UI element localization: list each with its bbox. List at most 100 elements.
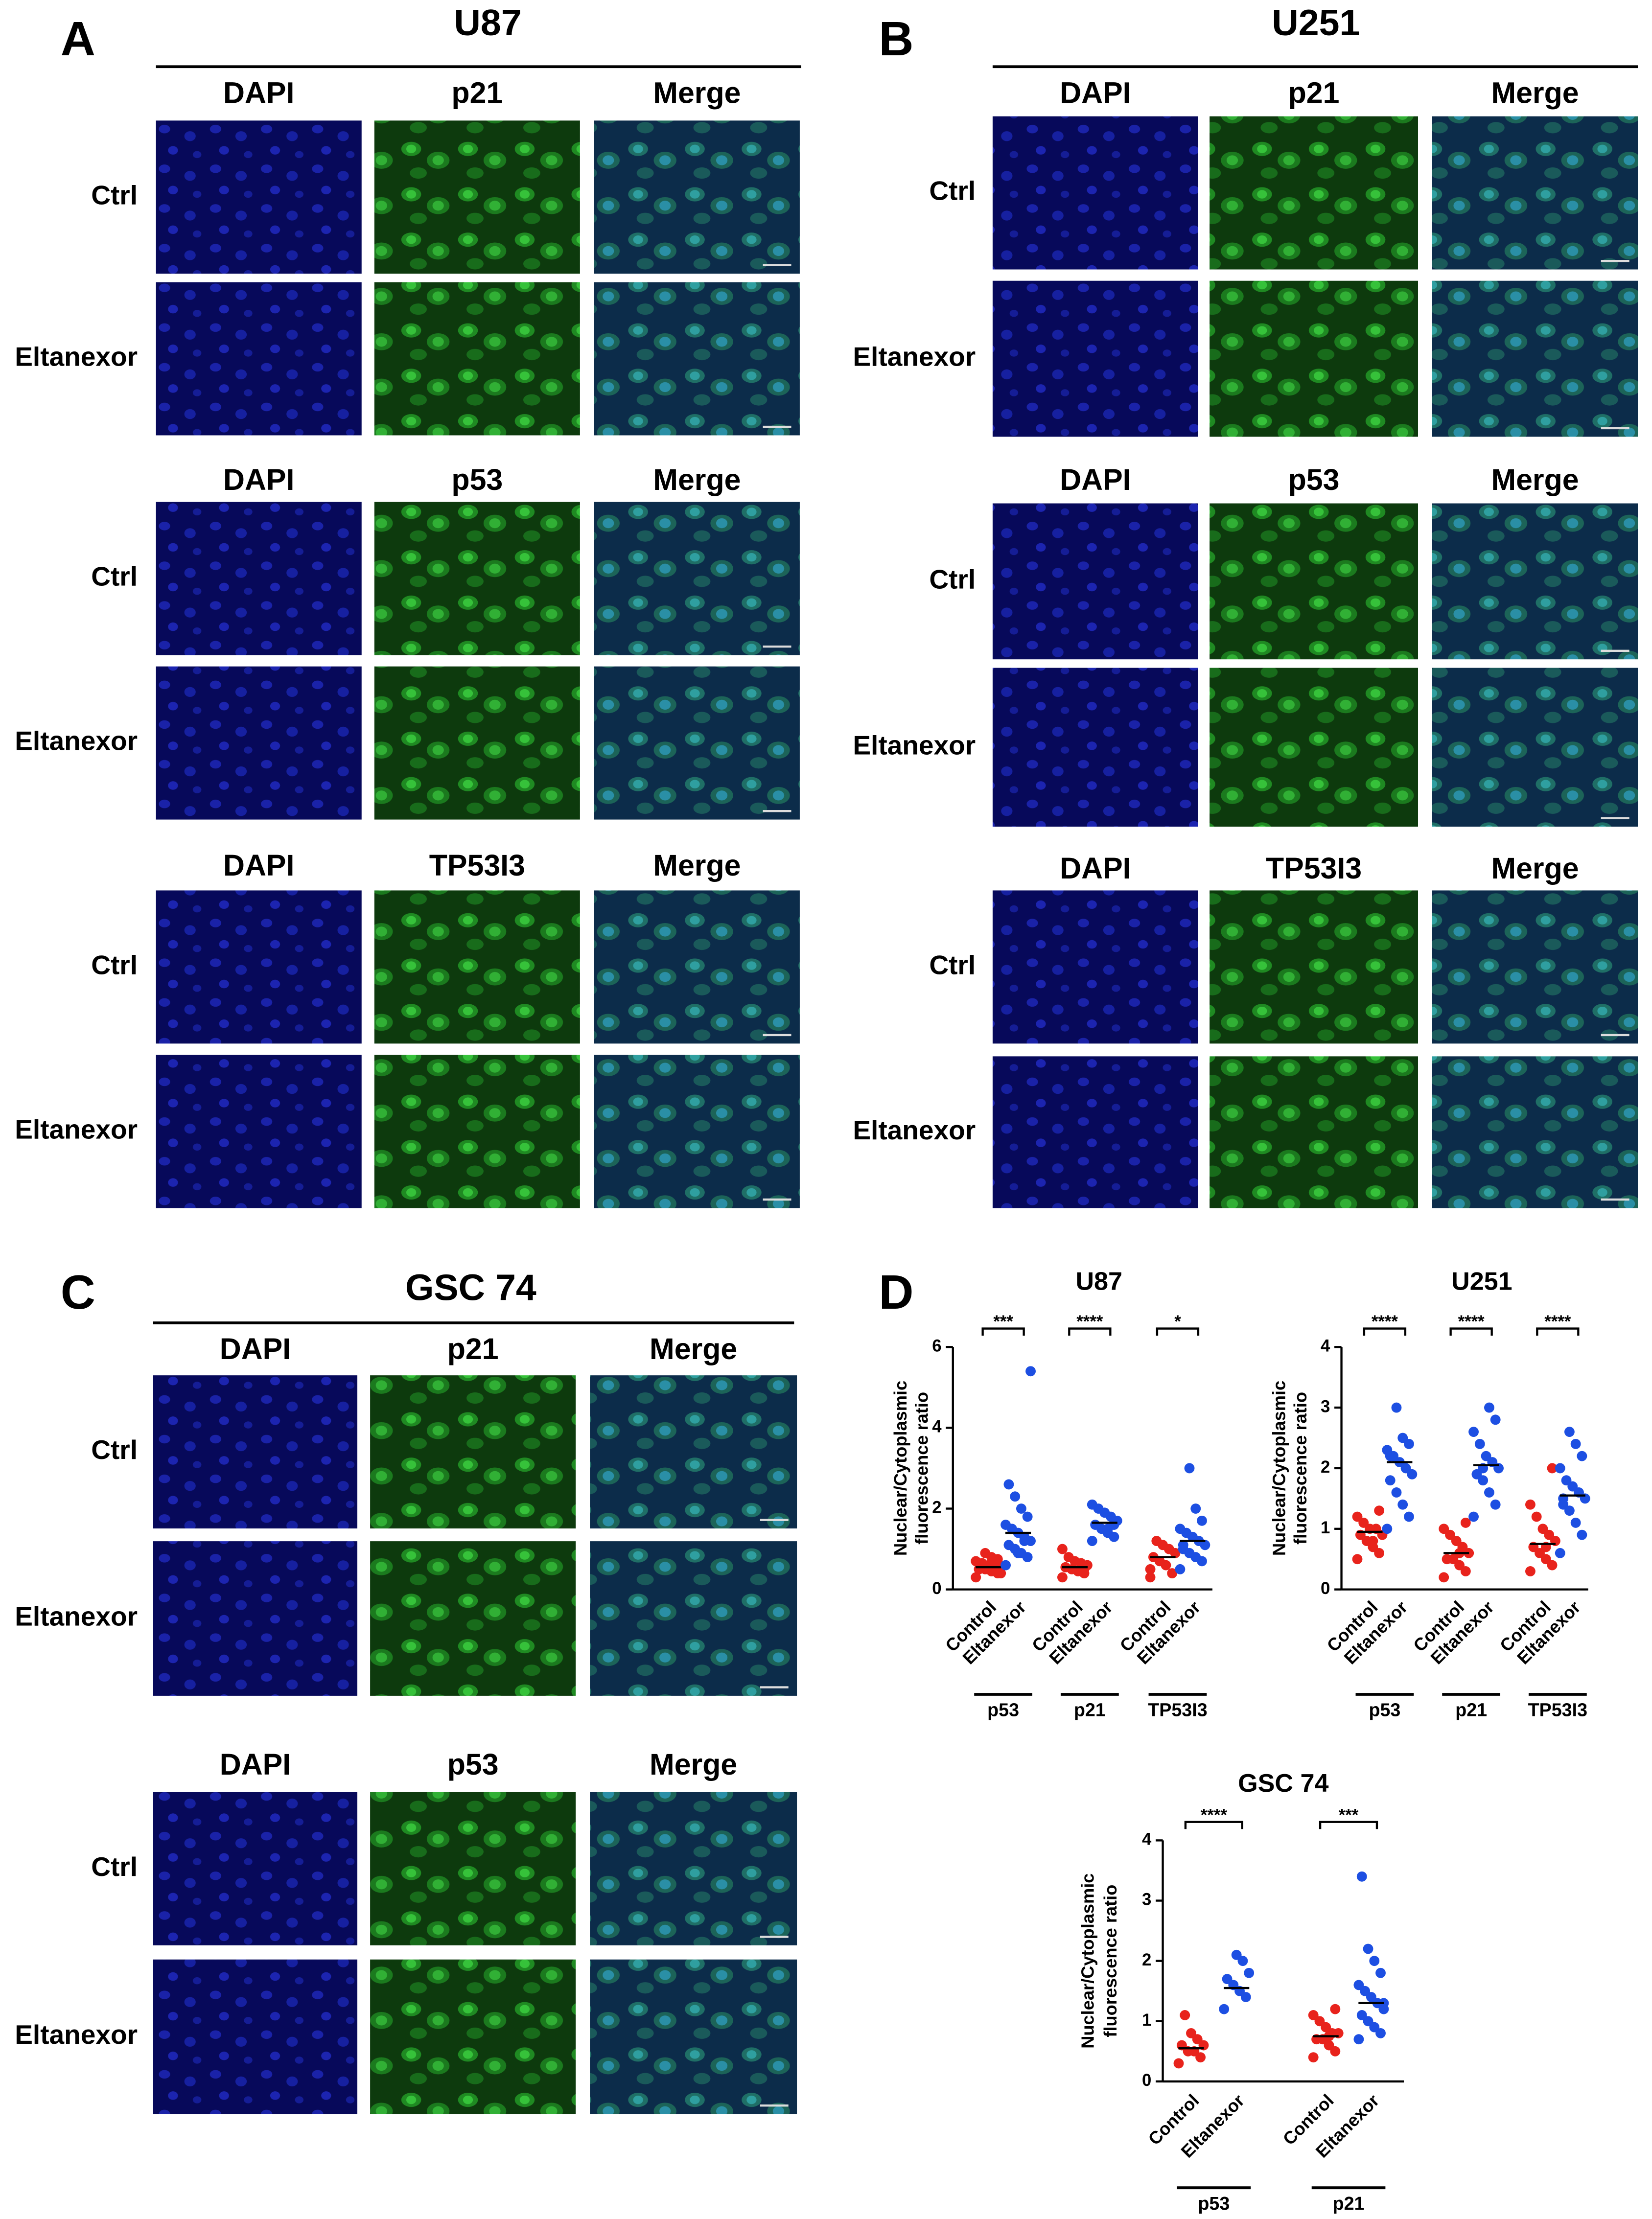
row-label: Eltanexor: [15, 726, 138, 756]
data-point: [1468, 1511, 1479, 1522]
y-tick-label: 0: [932, 1579, 941, 1598]
micrograph: [1432, 668, 1638, 827]
data-point: [1222, 1974, 1233, 1985]
chart-title: GSC 74: [1238, 1769, 1328, 1798]
data-point: [1525, 1566, 1536, 1576]
data-point: [1057, 1572, 1068, 1583]
data-point: [1442, 1554, 1452, 1565]
data-point: [1356, 1871, 1367, 1882]
row-label: Eltanexor: [15, 342, 138, 372]
significance-bracket: [1068, 1327, 1112, 1336]
data-point: [1019, 1536, 1030, 1546]
panel-letter: C: [61, 1265, 95, 1319]
row-label: Ctrl: [929, 176, 976, 206]
micrograph: [1210, 503, 1418, 660]
channel-header: Merge: [650, 1748, 737, 1781]
channel-header: Merge: [653, 463, 741, 496]
chart-title: U251: [1451, 1268, 1512, 1296]
micrograph: [992, 1056, 1198, 1208]
significance-bracket: [1449, 1327, 1493, 1336]
micrograph: [590, 1792, 797, 1945]
micrograph: [1210, 668, 1418, 827]
data-point: [1087, 1536, 1097, 1546]
panel-letter: A: [61, 12, 95, 66]
data-point: [1190, 1503, 1201, 1514]
micrograph: [374, 282, 580, 436]
micrograph: [374, 120, 580, 274]
row-label: Ctrl: [929, 564, 976, 594]
y-axis-label: fluorescence ratio: [912, 1392, 932, 1545]
micrograph: [156, 666, 362, 820]
data-point: [1570, 1438, 1581, 1449]
data-point: [1013, 1548, 1024, 1558]
data-point: [1577, 1529, 1587, 1540]
micrograph: [590, 1375, 797, 1529]
row-label: Ctrl: [91, 561, 138, 592]
channel-header: DAPI: [1060, 76, 1131, 109]
micrograph: [1210, 1056, 1418, 1208]
data-point: [1184, 1463, 1195, 1474]
channel-header: p53: [447, 1748, 499, 1781]
data-point: [1468, 1427, 1479, 1437]
group-label: p53: [987, 1700, 1019, 1720]
y-tick-label: 0: [1142, 2071, 1151, 2090]
micrograph: [1432, 503, 1638, 660]
micrograph: [992, 116, 1198, 270]
channel-header: Merge: [1491, 76, 1579, 109]
y-axis-label: fluorescence ratio: [1100, 1885, 1120, 2037]
data-point: [974, 1564, 984, 1574]
y-tick-label: 4: [932, 1418, 942, 1436]
micrograph: [590, 1541, 797, 1696]
y-tick-label: 2: [1321, 1458, 1330, 1477]
significance-bracket: [1363, 1327, 1407, 1336]
data-point: [1474, 1438, 1485, 1449]
data-point: [1439, 1524, 1449, 1534]
micrograph: [1432, 1056, 1638, 1208]
significance-label: ****: [1458, 1313, 1485, 1331]
row-label: Eltanexor: [853, 730, 976, 760]
data-point: [1374, 1505, 1385, 1516]
micrograph: [590, 1959, 797, 2114]
row-label: Ctrl: [91, 1434, 138, 1465]
y-tick-label: 3: [1321, 1397, 1330, 1416]
row-label: Ctrl: [91, 180, 138, 210]
data-point: [1353, 1980, 1364, 1990]
data-point: [1537, 1524, 1548, 1534]
micrograph: [156, 1055, 362, 1208]
micrograph: [156, 282, 362, 436]
significance-bracket: [1184, 1821, 1243, 1829]
data-point: [1102, 1524, 1113, 1534]
data-point: [1087, 1499, 1097, 1510]
data-point: [1330, 2004, 1341, 2014]
data-point: [971, 1572, 981, 1583]
panel-title: GSC 74: [405, 1267, 536, 1308]
y-tick-label: 0: [1321, 1579, 1330, 1598]
significance-bracket: [981, 1327, 1025, 1336]
channel-header: Merge: [1491, 852, 1579, 885]
significance-bracket: [1536, 1327, 1580, 1336]
group-label: p53: [1198, 2193, 1230, 2214]
y-tick-label: 3: [1142, 1891, 1151, 1909]
micrograph: [594, 1055, 800, 1208]
data-point: [1025, 1366, 1036, 1377]
data-point: [1397, 1433, 1408, 1443]
micrograph: [992, 890, 1198, 1044]
micrograph: [992, 503, 1198, 660]
data-point: [1180, 2010, 1190, 2020]
y-tick-label: 1: [1321, 1519, 1330, 1537]
group-label: p21: [1455, 1700, 1487, 1720]
data-point: [1090, 1520, 1101, 1530]
channel-header: TP53I3: [1266, 852, 1362, 885]
data-point: [1010, 1491, 1021, 1502]
data-point: [1145, 1564, 1156, 1574]
channel-header: TP53I3: [429, 849, 525, 882]
significance-label: ****: [1544, 1313, 1571, 1331]
micrograph: [370, 1541, 576, 1696]
data-point: [1382, 1524, 1393, 1534]
row-label: Eltanexor: [853, 342, 976, 372]
data-point: [1570, 1517, 1581, 1528]
channel-header: Merge: [650, 1332, 737, 1365]
micrograph: [374, 502, 580, 655]
row-label: Ctrl: [91, 949, 138, 980]
micrograph: [1432, 116, 1638, 270]
